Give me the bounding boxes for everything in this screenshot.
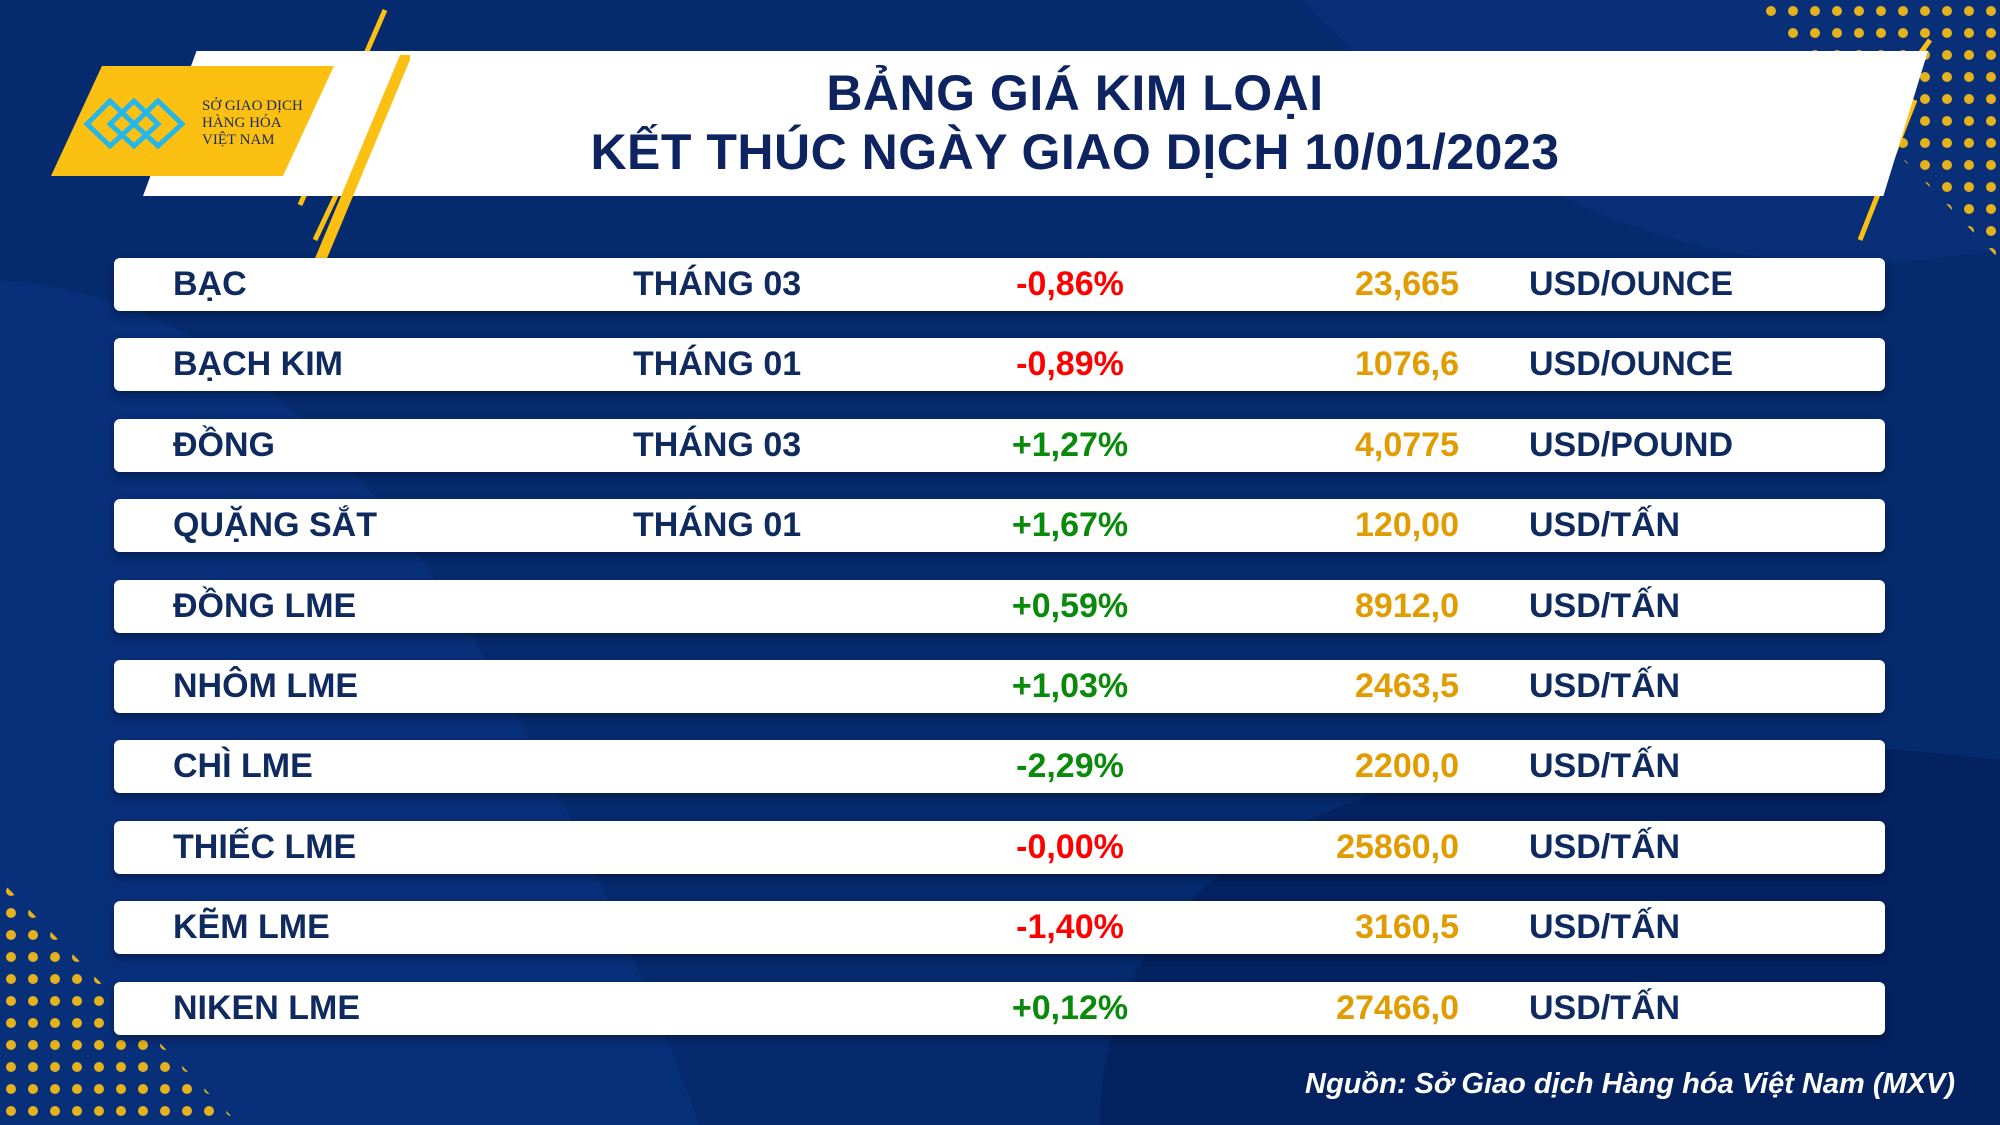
table-row: BẠC THÁNG 03 -0,86% 23,665 USD/OUNCE bbox=[114, 258, 1885, 311]
change-percent: +0,59% bbox=[1011, 586, 1129, 625]
contract-month: THÁNG 03 bbox=[633, 265, 802, 303]
commodity-name: BẠC bbox=[173, 265, 247, 303]
change-percent: +0,12% bbox=[1011, 988, 1129, 1027]
change-percent: -0,86% bbox=[1016, 265, 1124, 303]
title-banner bbox=[143, 51, 1928, 196]
change-percent: +1,67% bbox=[1011, 506, 1129, 545]
price-unit: USD/POUND bbox=[1529, 425, 1734, 464]
contract-month: THÁNG 01 bbox=[633, 506, 802, 545]
page-title: BẢNG GIÁ KIM LOẠI bbox=[826, 65, 1324, 121]
commodity-name: BẠCH KIM bbox=[173, 345, 343, 384]
price-value: 8912,0 bbox=[1355, 586, 1459, 625]
table-row: BẠCH KIM THÁNG 01 -0,89% 1076,6 USD/OUNCE bbox=[114, 338, 1885, 392]
price-value: 2200,0 bbox=[1355, 747, 1459, 786]
price-unit: USD/TẤN bbox=[1529, 827, 1681, 866]
price-unit: USD/TẤN bbox=[1529, 586, 1681, 625]
price-value: 23,665 bbox=[1355, 265, 1459, 303]
page-subtitle: KẾT THÚC NGÀY GIAO DỊCH 10/01/2023 bbox=[590, 124, 1560, 180]
table-row: KẼM LME -1,40% 3160,5 USD/TẤN bbox=[114, 901, 1885, 955]
commodity-name: ĐỒNG bbox=[173, 425, 275, 464]
commodity-name: CHÌ LME bbox=[173, 747, 313, 786]
change-percent: -0,00% bbox=[1016, 827, 1124, 866]
price-unit: USD/TẤN bbox=[1529, 747, 1681, 786]
price-unit: USD/TẤN bbox=[1529, 908, 1681, 947]
commodity-name: THIẾC LME bbox=[173, 827, 357, 866]
price-unit: USD/TẤN bbox=[1529, 667, 1681, 705]
contract-month: THÁNG 03 bbox=[633, 425, 802, 464]
price-unit: USD/OUNCE bbox=[1529, 265, 1734, 303]
table-row: CHÌ LME -2,29% 2200,0 USD/TẤN bbox=[114, 740, 1885, 794]
table-row: THIẾC LME -0,00% 25860,0 USD/TẤN bbox=[114, 820, 1885, 874]
commodity-name: KẼM LME bbox=[173, 908, 330, 947]
price-value: 27466,0 bbox=[1336, 988, 1459, 1027]
price-unit: USD/TẤN bbox=[1529, 506, 1681, 545]
change-percent: +1,03% bbox=[1011, 667, 1129, 705]
commodity-name: ĐỒNG LME bbox=[173, 586, 357, 625]
price-value: 3160,5 bbox=[1355, 908, 1459, 947]
commodity-name: NHÔM LME bbox=[173, 667, 359, 705]
contract-month: THÁNG 01 bbox=[633, 345, 802, 384]
logo-mark-icon bbox=[83, 97, 186, 150]
yellow-stripe bbox=[308, 55, 410, 275]
table-row: QUẶNG SẮT THÁNG 01 +1,67% 120,00 USD/TẤN bbox=[114, 499, 1885, 553]
change-percent: -1,40% bbox=[1016, 908, 1124, 947]
price-value: 120,00 bbox=[1355, 506, 1459, 545]
table-row: NIKEN LME +0,12% 27466,0 USD/TẤN bbox=[114, 981, 1885, 1035]
price-value: 4,0775 bbox=[1355, 425, 1459, 464]
price-value: 1076,6 bbox=[1355, 345, 1459, 384]
change-percent: -0,89% bbox=[1016, 345, 1124, 384]
source-note: Nguồn: Sở Giao dịch Hàng hóa Việt Nam (M… bbox=[1305, 1068, 1955, 1100]
table-row: ĐỒNG THÁNG 03 +1,27% 4,0775 USD/POUND bbox=[114, 418, 1885, 472]
price-value: 25860,0 bbox=[1336, 827, 1459, 866]
commodity-name: NIKEN LME bbox=[173, 988, 360, 1027]
logo bbox=[51, 66, 334, 176]
commodity-name: QUẶNG SẮT bbox=[173, 506, 377, 545]
price-value: 2463,5 bbox=[1355, 667, 1459, 705]
change-percent: -2,29% bbox=[1016, 747, 1124, 786]
table-row: NHÔM LME +1,03% 2463,5 USD/TẤN bbox=[114, 660, 1885, 713]
table-row: ĐỒNG LME +0,59% 8912,0 USD/TẤN bbox=[114, 579, 1885, 633]
logo-text: SỞ GIAO DỊCH HÀNG HÓA VIỆT NAM bbox=[202, 98, 303, 148]
price-unit: USD/OUNCE bbox=[1529, 345, 1734, 384]
change-percent: +1,27% bbox=[1011, 425, 1129, 464]
price-unit: USD/TẤN bbox=[1529, 988, 1681, 1027]
